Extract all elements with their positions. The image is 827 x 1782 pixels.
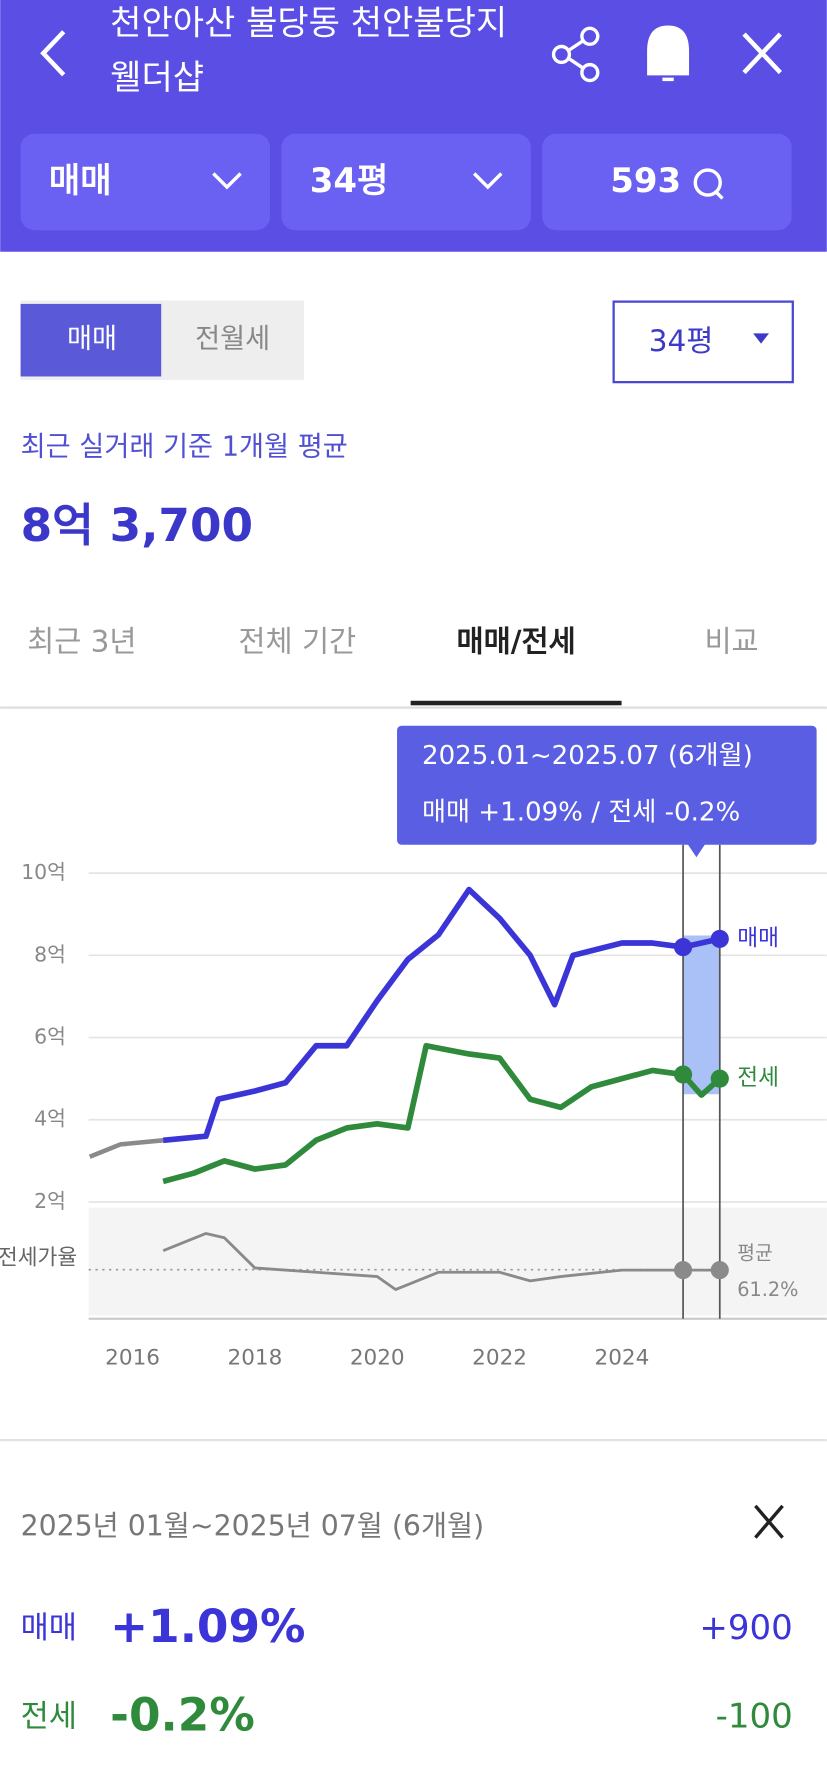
share-button[interactable] [551,26,600,83]
tooltip-text: 매매 +1.09% / 전세 -0.2% [422,798,740,828]
filter-button[interactable] [281,133,531,231]
y-tick-label: 4억 [34,1107,66,1131]
tooltip-text: 2025.01~2025.07 (6개월) [422,741,753,771]
back-button[interactable] [40,30,66,77]
x-tick-label: 2018 [228,1345,283,1370]
dropdown-arrow [753,333,769,344]
y-tick-label: 10억 [21,860,66,884]
period-tab[interactable]: 최근 3년 [27,624,136,658]
selection-band [683,935,720,1095]
filter-button[interactable] [20,133,271,231]
line [162,886,721,1144]
filter-label: 34평 [310,161,389,201]
end-dot [674,1065,693,1084]
detail-period: 2025년 01월~2025년 07월 (6개월) [21,1509,485,1542]
period-tab[interactable]: 비교 [704,624,758,658]
end-dot [710,929,729,948]
y-tick-label: 6억 [34,1025,66,1049]
line [162,1232,720,1291]
line [88,1138,164,1159]
close-button[interactable] [742,32,782,75]
ratio-label: 전세가율 [0,1246,77,1271]
tab-underline [410,700,622,706]
detail-close[interactable] [754,1504,784,1539]
ratio-dot [674,1261,693,1280]
size-dropdown[interactable] [612,300,794,384]
detail-name: 매매 [21,1611,77,1646]
line [162,1042,722,1185]
detail-change: -0.2% [110,1688,255,1741]
y-tick-label: 2억 [34,1189,66,1213]
x-tick-label: 2024 [595,1345,650,1370]
tooltip [397,725,817,845]
line-label: 전세 [737,1065,779,1091]
x-tick-label: 2016 [105,1345,160,1370]
search-icon [714,190,724,200]
summary-label: 최근 실거래 기준 1개월 평균 [21,431,348,462]
detail-name: 전세 [21,1699,77,1734]
tooltip-pointer [687,843,706,858]
period-tab[interactable]: 전체 기간 [238,624,356,658]
alert-button[interactable] [647,25,690,82]
detail-change: +1.09% [110,1600,305,1653]
size-label: 34평 [649,324,714,358]
y-tick-label: 8억 [34,942,66,966]
toggle-option[interactable]: 매매 [67,324,117,355]
filter-button[interactable] [542,133,792,231]
toggle-option[interactable]: 전월세 [195,324,270,355]
filter-chevron [212,172,242,190]
detail-amount: +900 [699,1608,792,1648]
x-tick-label: 2020 [350,1345,405,1370]
filter-label: 593 [610,161,681,201]
filter-label: 매매 [49,161,112,201]
search-icon [693,168,722,197]
average-label: 61.2% [737,1278,798,1301]
line-label: 매매 [737,925,779,951]
detail-amount: -100 [716,1696,793,1736]
page-title: 웰더샵 [110,58,204,98]
ratio-dot [710,1261,729,1280]
period-tab[interactable]: 매매/전세 [457,624,576,658]
end-dot [710,1069,729,1088]
ratio-band [88,1207,827,1316]
x-tick-label: 2022 [472,1345,527,1370]
average-name: 평균 [737,1242,772,1265]
page-title: 천안아산 불당동 천안불당지 [110,3,507,43]
filter-chevron [472,172,503,190]
summary-price: 8억 3,700 [21,499,253,552]
end-dot [674,938,693,957]
toggle-active[interactable] [20,303,162,377]
